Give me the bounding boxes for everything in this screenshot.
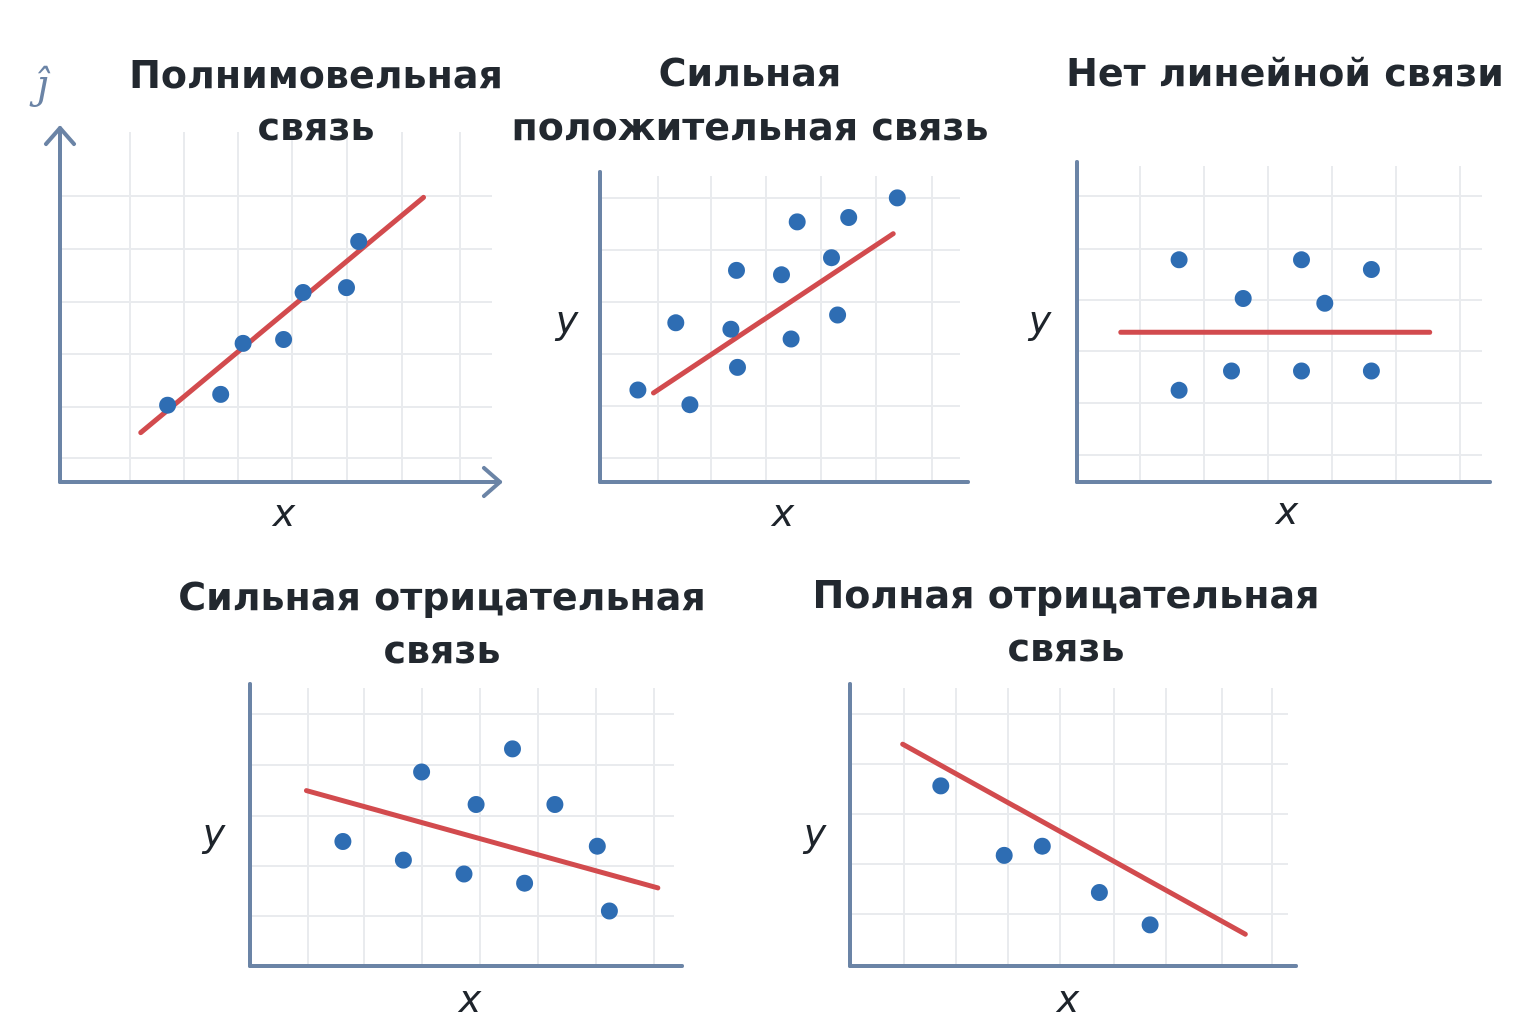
data-point-4 <box>722 320 740 338</box>
y-axis-label: y <box>555 298 579 342</box>
data-point-5 <box>728 261 745 279</box>
trend-line <box>138 194 426 436</box>
data-point-6 <box>338 279 355 297</box>
y-axis-label: y <box>202 811 226 855</box>
data-point-5 <box>294 284 312 301</box>
data-point-10 <box>600 902 618 920</box>
data-point-4 <box>275 331 293 348</box>
data-point-2 <box>1234 290 1252 307</box>
x-axis-arrow-icon <box>482 466 502 498</box>
data-point-6 <box>729 358 746 376</box>
data-point-6 <box>504 740 521 758</box>
chart-title-line-1: Полнимовельная <box>129 53 503 97</box>
x-axis-label: x <box>272 491 296 535</box>
data-point-5 <box>1362 261 1380 278</box>
data-point-12 <box>840 209 858 226</box>
trend-line <box>900 741 1248 937</box>
chart-title-line-1: Нет линейной связи <box>1066 51 1504 95</box>
data-point-4 <box>455 865 473 883</box>
chart-1: Полнимовельная связь x <box>44 53 503 535</box>
data-point-6 <box>1170 381 1188 399</box>
data-point-5 <box>467 796 485 813</box>
trend-line <box>304 788 661 891</box>
data-point-2 <box>212 385 230 403</box>
data-point-7 <box>1223 362 1240 380</box>
data-point-10 <box>823 249 840 267</box>
data-point-9 <box>788 213 806 231</box>
data-point-5 <box>1141 916 1159 934</box>
data-point-9 <box>588 837 606 855</box>
y-axis-label: y <box>803 811 827 855</box>
chart-title-line-2: связь <box>1007 626 1124 670</box>
x-axis-label: x <box>1275 489 1299 533</box>
y-axis-label: y <box>1028 298 1052 342</box>
data-point-2 <box>995 846 1013 864</box>
data-point-7 <box>350 233 368 250</box>
data-point-13 <box>888 189 906 207</box>
data-point-1 <box>334 833 352 850</box>
chart-title-line-2: положительная связь <box>511 105 988 149</box>
data-point-11 <box>829 306 847 324</box>
data-point-4 <box>1316 294 1334 312</box>
data-point-3 <box>681 396 699 414</box>
data-point-2 <box>394 851 412 869</box>
data-point-1 <box>159 396 177 414</box>
data-point-3 <box>1293 251 1310 269</box>
chart-4: Сильная отрицательная связь x y <box>178 575 706 1021</box>
chart-title-line-2: связь <box>257 105 374 149</box>
y-axis-arrow-icon <box>44 126 76 146</box>
data-point-2 <box>667 314 685 332</box>
chart-title-line-2: связь <box>383 628 500 672</box>
data-point-9 <box>1362 362 1380 380</box>
chart-title-line-1: Сильная отрицательная <box>178 575 706 619</box>
x-axis-label: x <box>771 491 795 535</box>
chart-title-line-1: Полная отрицательная <box>813 573 1320 617</box>
data-point-3 <box>1033 837 1051 855</box>
data-point-3 <box>413 763 431 781</box>
data-point-7 <box>516 874 534 892</box>
data-point-8 <box>546 796 564 813</box>
data-point-8 <box>1293 362 1310 380</box>
x-axis-label: x <box>1056 977 1080 1021</box>
data-point-8 <box>782 330 800 348</box>
x-axis-label: x <box>458 977 482 1021</box>
corner-y-glyph: ĵ <box>29 62 51 108</box>
data-point-1 <box>932 777 950 795</box>
data-point-1 <box>1170 251 1188 269</box>
trend-line <box>651 231 896 396</box>
chart-2: Сильная положительная связь x y <box>511 51 988 535</box>
chart-3: Нет линейной связи x y <box>1028 51 1504 533</box>
data-point-1 <box>629 381 647 399</box>
data-point-3 <box>234 334 252 352</box>
chart-title-line-1: Сильная <box>659 51 842 95</box>
data-point-4 <box>1090 884 1108 901</box>
data-point-7 <box>773 266 790 284</box>
chart-5: Полная отрицательная связь x y <box>803 573 1320 1021</box>
